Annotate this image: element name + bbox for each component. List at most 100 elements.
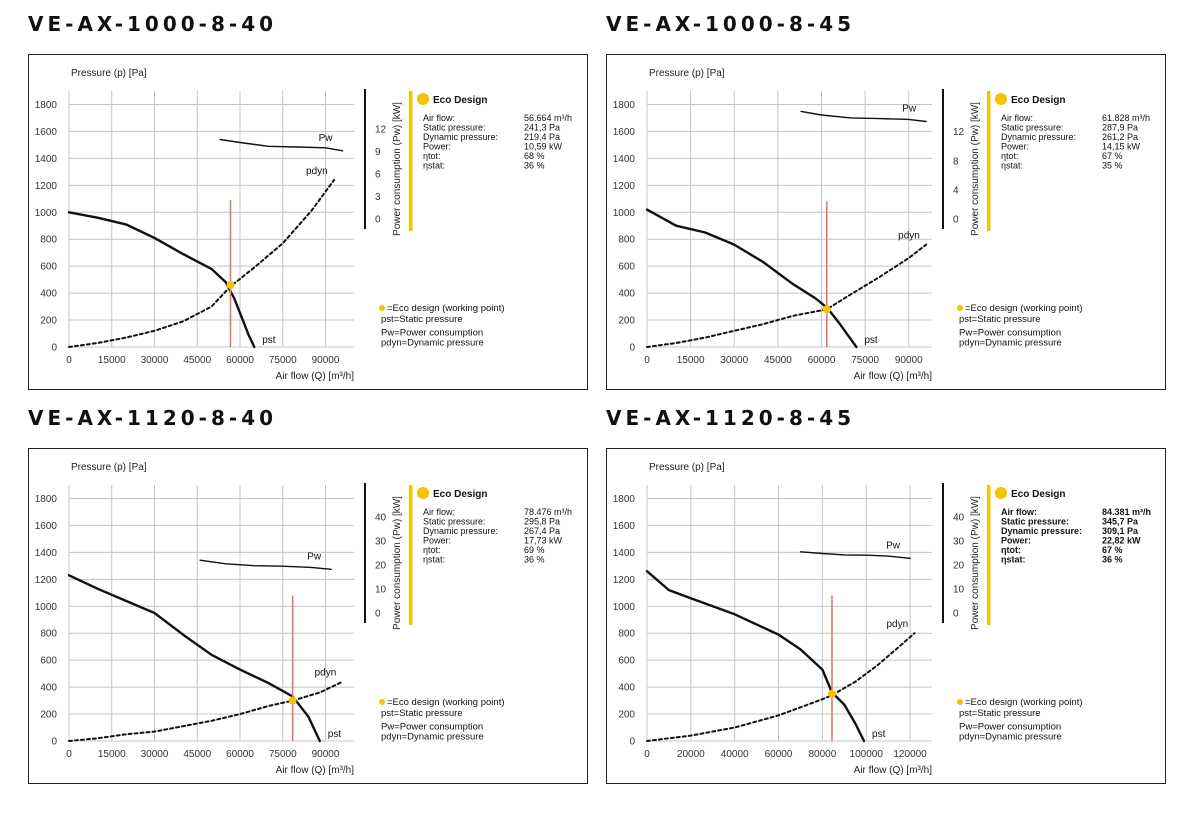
y-tick-label: 200 <box>618 710 635 721</box>
legend-eco-dot <box>379 699 385 705</box>
x-axis-label: Air flow (Q) [m³/h] <box>276 765 355 776</box>
legend-eco-dot <box>379 305 385 311</box>
eco-design-bar <box>987 485 991 625</box>
legend-item: =Eco design (working point) <box>387 303 505 314</box>
y-tick-label: 600 <box>40 656 57 667</box>
series-pdyn-label: pdyn <box>306 166 328 177</box>
x-axis-label: Air flow (Q) [m³/h] <box>854 765 933 776</box>
x-tick-label: 15000 <box>98 355 126 366</box>
legend-item: pdyn=Dynamic pressure <box>959 732 1062 743</box>
x-tick-label: 45000 <box>764 355 792 366</box>
eco-design-heading: Eco Design <box>1011 489 1065 500</box>
x-tick-label: 30000 <box>141 749 169 760</box>
x-tick-label: 40000 <box>721 749 749 760</box>
series-pst-line <box>67 574 321 743</box>
series-pdyn-label: pdyn <box>898 231 920 242</box>
eco-design-row-value: 35 % <box>1102 161 1123 171</box>
series-Pw-label: Pw <box>902 104 917 115</box>
y-tick-label: 1200 <box>35 181 58 192</box>
y-tick-label: 1000 <box>613 208 636 219</box>
pw-tick-label: 0 <box>953 215 959 226</box>
legend-item: pst=Static pressure <box>959 708 1041 719</box>
legend-item: =Eco design (working point) <box>965 303 1083 314</box>
pw-tick-label: 20 <box>953 561 965 572</box>
x-tick-label: 45000 <box>183 749 211 760</box>
legend-item: Pw=Power consumption <box>959 722 1061 733</box>
x-tick-label: 20000 <box>677 749 705 760</box>
pw-tick-label: 6 <box>375 170 381 181</box>
pw-tick-label: 8 <box>953 156 959 167</box>
series-pdyn-line <box>68 178 336 348</box>
eco-design-row-value: 36 % <box>524 555 545 565</box>
y-tick-label: 1200 <box>613 575 636 586</box>
eco-design-row-label: Air flow: <box>423 113 455 123</box>
y-tick-label: 600 <box>40 262 57 273</box>
eco-design-row-label: Power: <box>1001 536 1031 546</box>
series-Pw-line <box>219 138 344 152</box>
eco-design-row-label: Air flow: <box>1001 507 1037 517</box>
eco-design-row-label: Dynamic pressure: <box>423 526 498 536</box>
series-pst-line <box>645 569 866 743</box>
chart-panel-1: VE-AX-1000-8-40 0 200 400 600 800 1000 1200 140… <box>28 12 608 412</box>
eco-design-row-label: ηstat: <box>423 161 445 171</box>
x-tick-label: 75000 <box>269 749 297 760</box>
y-tick-label: 800 <box>40 235 57 246</box>
series-Pw-line <box>800 110 927 123</box>
y-tick-label: 1600 <box>613 127 636 138</box>
y-tick-label: 400 <box>40 289 57 300</box>
eco-design-row-label: Static pressure: <box>423 123 486 133</box>
series-pdyn-line <box>646 632 916 742</box>
y-tick-label: 1200 <box>613 181 636 192</box>
y-axis-label: Pressure (p) [Pa] <box>71 462 147 473</box>
series-pst-line <box>67 211 256 349</box>
x-tick-label: 60000 <box>808 355 836 366</box>
y-axis-label: Pressure (p) [Pa] <box>649 462 725 473</box>
x-tick-label: 80000 <box>808 749 836 760</box>
x-tick-label: 90000 <box>312 355 340 366</box>
eco-design-row-value: 78.476 m³/h <box>524 507 572 517</box>
pw-tick-label: 40 <box>375 513 387 524</box>
y-tick-label: 600 <box>618 262 635 273</box>
eco-design-row-value: 61.828 m³/h <box>1102 113 1150 123</box>
eco-design-row-value: 17,73 kW <box>524 536 563 546</box>
y-tick-label: 0 <box>51 343 57 354</box>
working-point-marker <box>827 689 836 698</box>
legend-item: pst=Static pressure <box>959 314 1041 325</box>
legend-item: Pw=Power consumption <box>959 328 1061 339</box>
x-tick-label: 0 <box>66 749 72 760</box>
legend-eco-dot <box>957 305 963 311</box>
x-tick-label: 15000 <box>677 355 705 366</box>
eco-design-row-label: Power: <box>423 142 451 152</box>
y-tick-label: 800 <box>618 629 635 640</box>
y-tick-label: 1000 <box>35 208 58 219</box>
chart-frame: 0 200 400 600 800 1000 1200 1400 1600 1800 0 15000 3… <box>28 448 588 784</box>
chart-title: VE-AX-1120-8-45 <box>606 406 856 430</box>
x-tick-label: 90000 <box>312 749 340 760</box>
series-pdyn-line <box>646 243 928 348</box>
x-tick-label: 75000 <box>269 355 297 366</box>
y-tick-label: 1600 <box>35 127 58 138</box>
eco-design-row-value: 69 % <box>524 545 545 555</box>
y-tick-label: 0 <box>629 737 635 748</box>
eco-design-row-value: 261,2 Pa <box>1102 132 1138 142</box>
y-tick-label: 1800 <box>35 100 58 111</box>
y-tick-label: 600 <box>618 656 635 667</box>
series-pst-label: pst <box>328 729 342 740</box>
working-point-marker <box>288 696 297 705</box>
legend-item: =Eco design (working point) <box>387 697 505 708</box>
y-tick-label: 400 <box>40 683 57 694</box>
eco-design-row-value: 56.664 m³/h <box>524 113 572 123</box>
eco-design-row-label: ηtot: <box>423 545 441 555</box>
eco-design-row-value: 84.381 m³/h <box>1102 507 1151 517</box>
pw-tick-label: 40 <box>953 513 965 524</box>
pw-tick-label: 12 <box>375 125 387 136</box>
eco-design-row-value: 287,9 Pa <box>1102 123 1138 133</box>
x-tick-label: 90000 <box>895 355 923 366</box>
eco-design-icon <box>995 93 1007 105</box>
y-tick-label: 1400 <box>35 548 58 559</box>
eco-design-row-value: 267,4 Pa <box>524 526 560 536</box>
pw-axis-label: Power consumption (Pw) [kW] <box>970 496 981 630</box>
x-tick-label: 100000 <box>850 749 884 760</box>
eco-design-row-label: ηstat: <box>423 555 445 565</box>
eco-design-row-value: 14,15 kW <box>1102 142 1141 152</box>
